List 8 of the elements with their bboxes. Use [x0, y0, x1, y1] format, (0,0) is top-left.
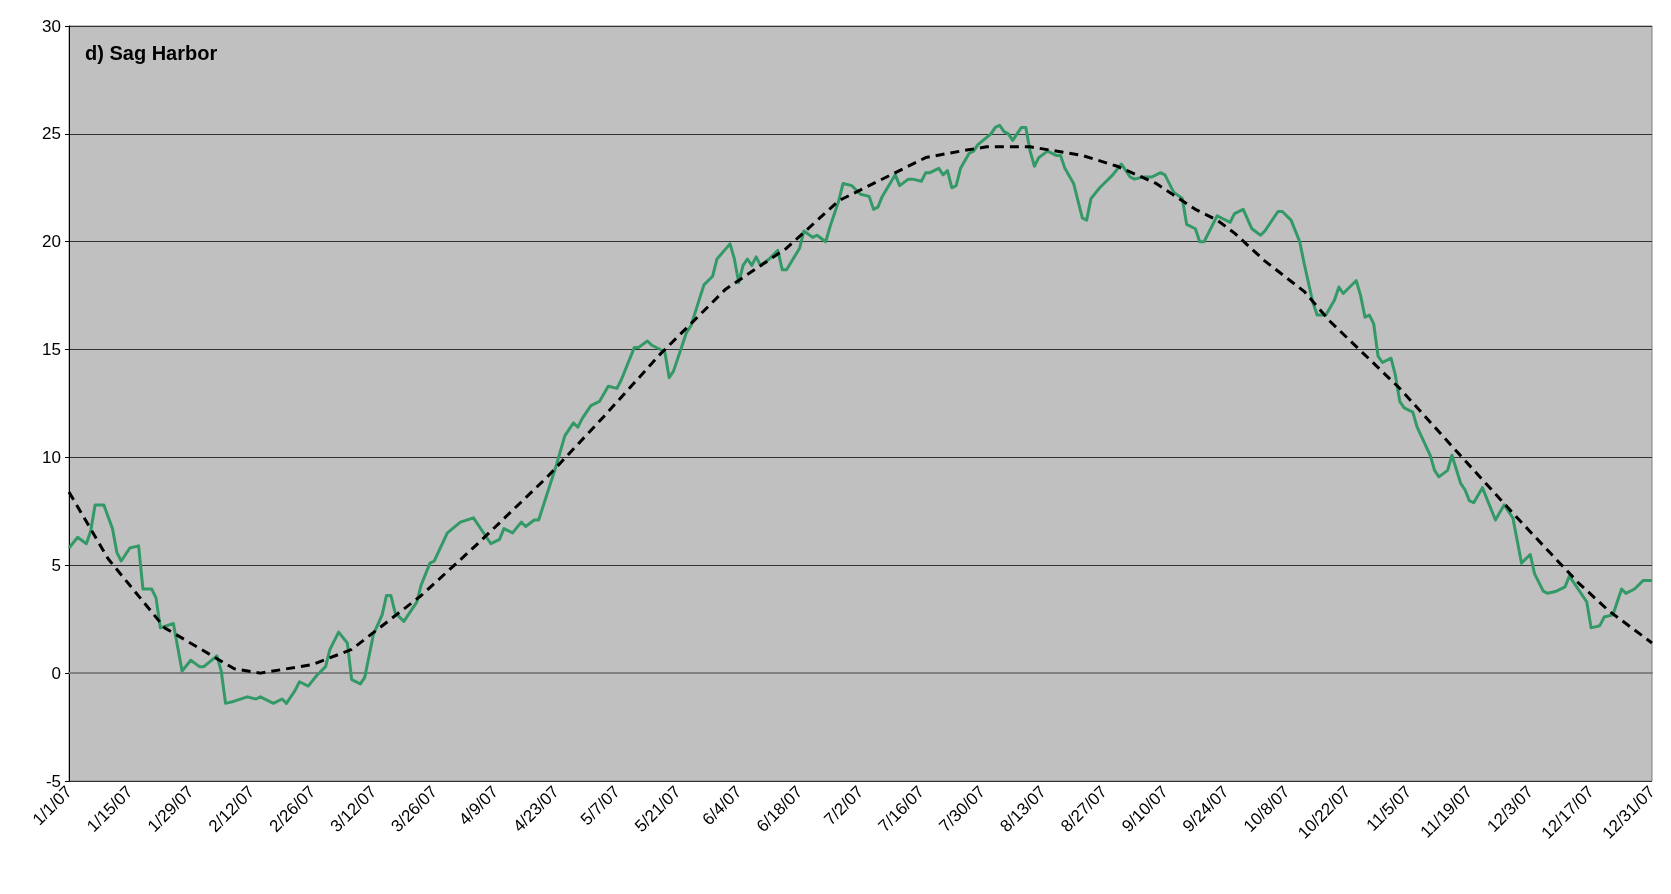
- y-tick-label: 15: [42, 340, 61, 360]
- y-tick-label: 20: [42, 232, 61, 252]
- text: d) Sag Harbor: [85, 42, 218, 64]
- y-tick-label: 5: [51, 555, 61, 575]
- y-tick-label: 10: [42, 447, 61, 467]
- y-tick-label: 30: [42, 16, 61, 36]
- y-tick-label: 0: [51, 663, 61, 683]
- y-tick-label: 25: [42, 124, 61, 144]
